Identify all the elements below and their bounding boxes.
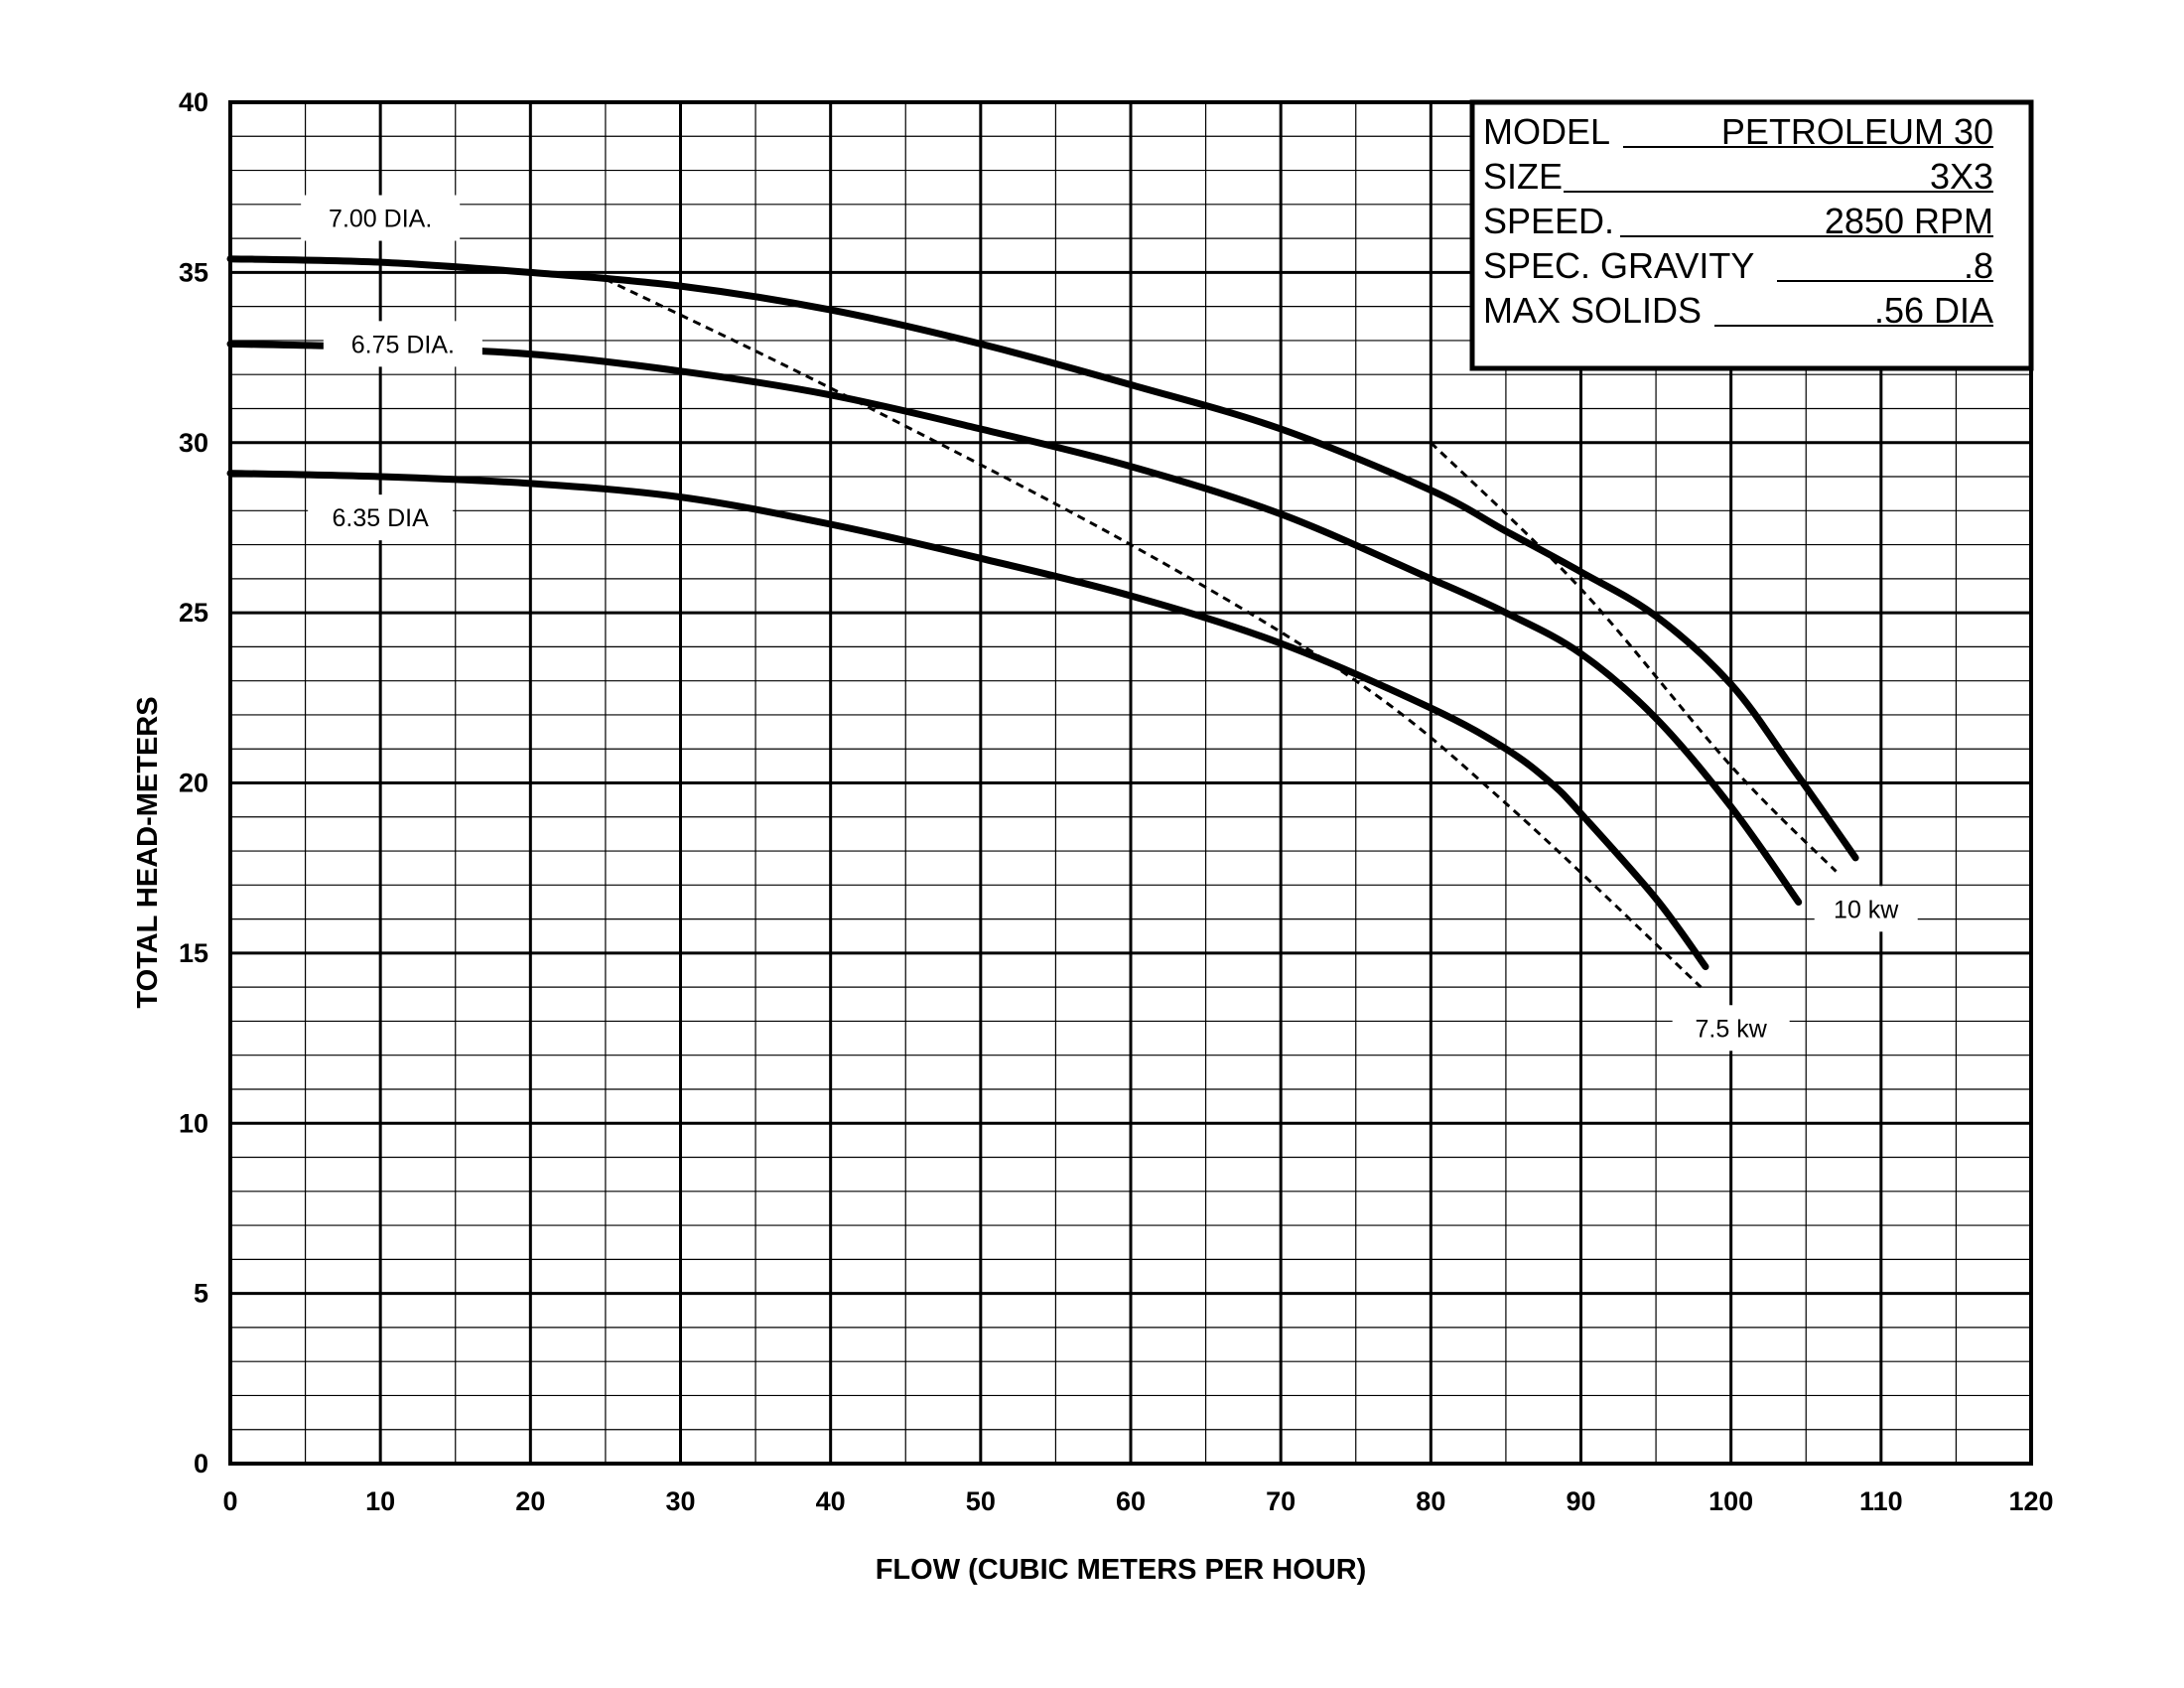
curve-label-background: [1672, 1005, 1790, 1052]
x-tick-label: 120: [2008, 1486, 2053, 1516]
curve-label: 6.75 DIA.: [351, 331, 455, 358]
info-label: SPEED.: [1483, 201, 1614, 241]
info-label: MAX SOLIDS: [1483, 290, 1702, 331]
series-layer: [226, 255, 1859, 989]
plot-frame: [228, 100, 2033, 1466]
x-tick-label: 50: [966, 1486, 996, 1516]
impeller-curve-7-00-dia: [226, 255, 1859, 862]
info-value: 3X3: [1930, 156, 1993, 197]
y-tick-label: 40: [179, 87, 208, 117]
curve-label-background: [308, 494, 454, 541]
pump-info-box: MODEL PETROLEUM 30 SIZE 3X3 SPEED. 2850 RPM SP…: [1469, 99, 2034, 371]
y-tick-label: 15: [179, 938, 208, 968]
y-tick-label: 30: [179, 428, 208, 458]
curve-label: 7.00 DIA.: [329, 206, 432, 233]
x-axis-title: FLOW (CUBIC METERS PER HOUR): [876, 1554, 1367, 1586]
x-tick-label: 30: [665, 1486, 695, 1516]
impeller-curve-6-35-dia: [226, 470, 1709, 971]
y-tick-label: 10: [179, 1108, 208, 1138]
power-line-7-5-kw: [605, 277, 1703, 989]
x-tick-label: 0: [222, 1486, 237, 1516]
y-tick-label: 35: [179, 257, 208, 287]
curve-labels: 7.00 DIA. 6.75 DIA. 6.35 DIA 10 kw 7.5 kw: [301, 195, 1918, 1052]
info-value: PETROLEUM 30: [1721, 111, 1993, 152]
curve-label: 10 kw: [1834, 896, 1899, 923]
x-tick-label: 70: [1266, 1486, 1296, 1516]
info-value: .56 DIA: [1874, 290, 1993, 331]
info-value: 2850 RPM: [1825, 201, 1993, 241]
power-line-10-kw: [1430, 441, 1838, 873]
curve-label-background: [1814, 886, 1918, 932]
y-tick-label: 0: [194, 1449, 208, 1478]
x-tick-label: 90: [1566, 1486, 1595, 1516]
y-tick-label: 20: [179, 769, 208, 798]
curve-label-background: [301, 195, 461, 241]
y-tick-label: 5: [194, 1279, 208, 1309]
info-value: .8: [1964, 245, 1993, 286]
y-axis-title: TOTAL HEAD-METERS: [132, 696, 164, 1008]
y-tick-labels: 0 5 10 15 20 25 30 35 40: [179, 87, 208, 1478]
x-tick-label: 110: [1859, 1486, 1903, 1516]
info-label: SIZE: [1483, 156, 1563, 197]
x-tick-labels: 0 10 20 30 40 50 60 70 80 90 100 110 120: [222, 1486, 2053, 1516]
curve-label: 6.35 DIA: [333, 504, 430, 532]
x-tick-label: 80: [1416, 1486, 1445, 1516]
x-tick-label: 20: [515, 1486, 545, 1516]
curve-label: 7.5 kw: [1696, 1015, 1768, 1043]
y-tick-label: 25: [179, 598, 208, 628]
x-tick-label: 100: [1708, 1486, 1753, 1516]
impeller-curve-6-75-dia: [226, 340, 1803, 906]
info-label: MODEL: [1483, 111, 1610, 152]
x-tick-label: 10: [365, 1486, 395, 1516]
info-label: SPEC. GRAVITY: [1483, 245, 1754, 286]
x-tick-label: 60: [1116, 1486, 1146, 1516]
x-tick-label: 40: [816, 1486, 846, 1516]
curve-label-background: [323, 321, 482, 367]
